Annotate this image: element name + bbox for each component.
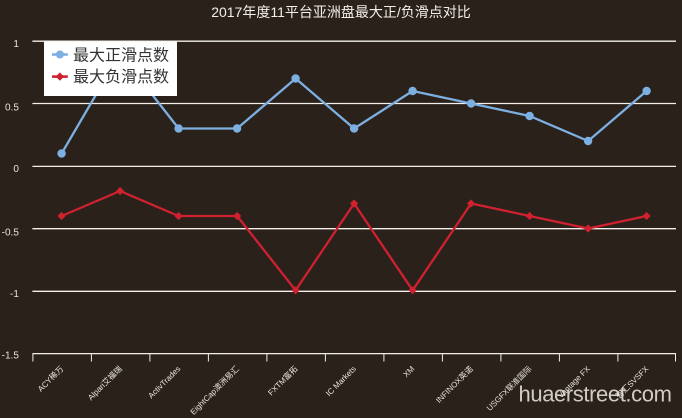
- svg-text:huaerstreet.com: huaerstreet.com: [519, 381, 672, 406]
- svg-text:2017年度11平台亚洲盘最大正/负滑点对比: 2017年度11平台亚洲盘最大正/负滑点对比: [211, 4, 471, 20]
- svg-text:0.5: 0.5: [5, 102, 19, 113]
- svg-text:0: 0: [13, 164, 19, 175]
- svg-text:最大负滑点数: 最大负滑点数: [73, 68, 169, 86]
- svg-text:-1.5: -1.5: [2, 351, 20, 362]
- svg-text:-1: -1: [10, 289, 19, 300]
- svg-text:-0.5: -0.5: [2, 227, 20, 238]
- svg-text:1: 1: [13, 39, 19, 50]
- svg-text:最大正滑点数: 最大正滑点数: [73, 46, 169, 64]
